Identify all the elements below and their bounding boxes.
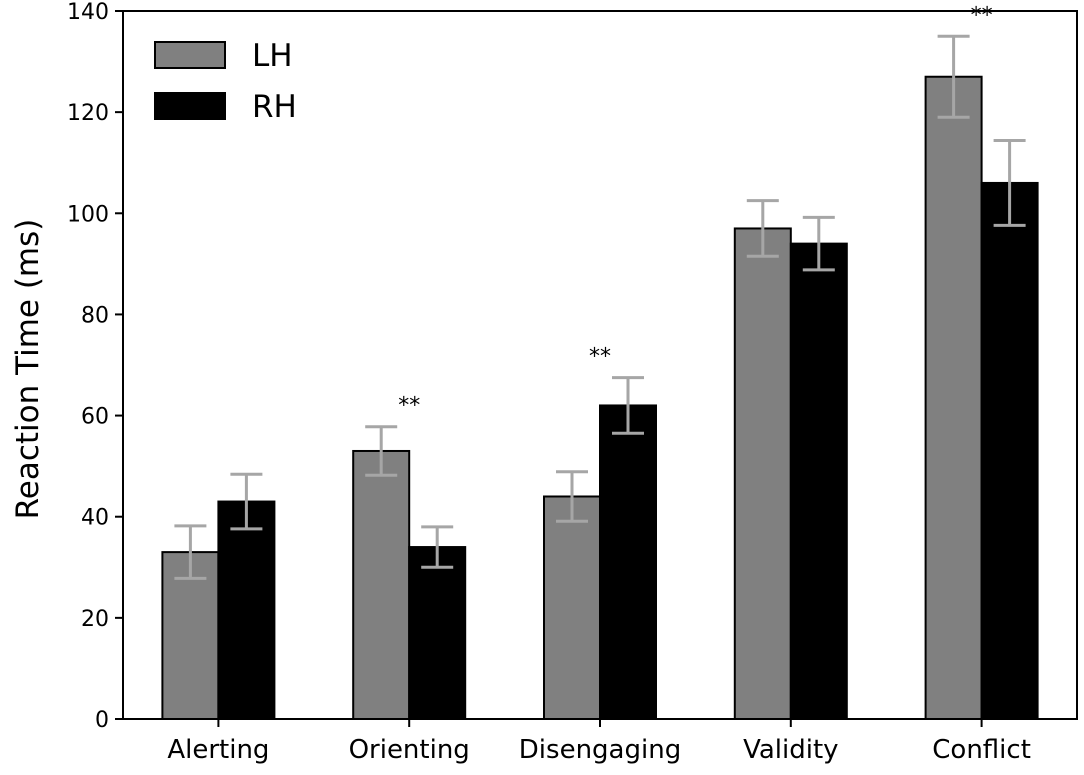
bar-lh-2 bbox=[543, 495, 601, 720]
y-tick-label: 120 bbox=[67, 101, 109, 126]
error-bar-rh-2 bbox=[612, 376, 644, 435]
legend-item-lh: LH bbox=[154, 38, 293, 74]
error-bar-lh-2 bbox=[556, 470, 588, 523]
significance-marker: ** bbox=[971, 3, 993, 28]
bar-rh-0 bbox=[217, 500, 276, 720]
y-tick-label: 140 bbox=[67, 0, 109, 25]
error-bar-lh-3 bbox=[746, 199, 779, 258]
bar-lh-0 bbox=[161, 551, 220, 720]
bar-rh-4 bbox=[980, 181, 1039, 720]
y-axis-label: Reaction Time (ms) bbox=[10, 219, 46, 520]
bar-lh-1 bbox=[352, 449, 411, 720]
error-bar-rh-4 bbox=[993, 138, 1026, 227]
bar-rh-3 bbox=[789, 242, 848, 720]
x-tick-label: Disengaging bbox=[519, 735, 681, 765]
bar-rh-2 bbox=[599, 404, 657, 720]
error-bar-rh-0 bbox=[230, 472, 263, 531]
bar-lh-3 bbox=[733, 227, 792, 720]
y-tick-label: 60 bbox=[81, 405, 109, 430]
legend-swatch bbox=[154, 41, 226, 69]
y-tick-label: 0 bbox=[95, 708, 109, 733]
error-bar-lh-4 bbox=[937, 34, 970, 119]
significance-marker: ** bbox=[398, 394, 420, 419]
x-tick-label: Alerting bbox=[167, 735, 269, 765]
y-tick-label: 80 bbox=[81, 303, 109, 328]
legend-swatch bbox=[154, 92, 226, 120]
x-tick-label: Validity bbox=[743, 735, 838, 765]
y-tick-label: 100 bbox=[67, 202, 109, 227]
y-tick-label: 40 bbox=[81, 506, 109, 531]
legend-label: LH bbox=[252, 38, 293, 74]
error-bar-rh-1 bbox=[421, 525, 454, 569]
bar-rh-1 bbox=[408, 546, 467, 720]
x-tick-label: Conflict bbox=[932, 735, 1031, 765]
x-tick-label: Orienting bbox=[349, 735, 470, 765]
bar-lh-4 bbox=[924, 75, 983, 720]
error-bar-rh-3 bbox=[802, 215, 835, 272]
significance-marker: ** bbox=[589, 345, 611, 370]
y-tick-label: 20 bbox=[81, 607, 109, 632]
legend-item-rh: RH bbox=[154, 89, 297, 125]
error-bar-lh-1 bbox=[365, 425, 398, 477]
error-bar-lh-0 bbox=[174, 524, 207, 580]
legend-label: RH bbox=[252, 89, 297, 125]
